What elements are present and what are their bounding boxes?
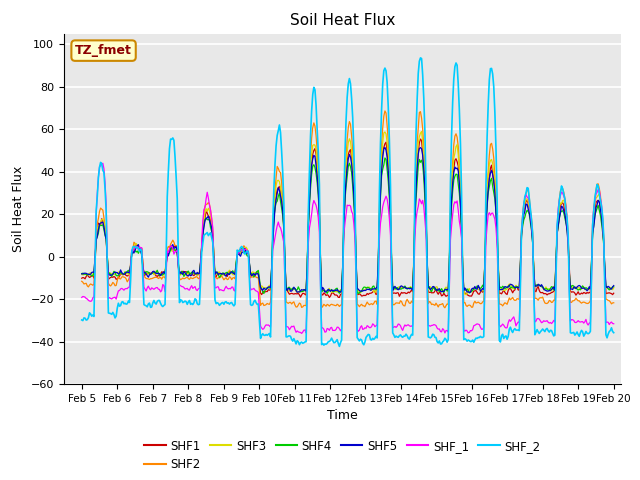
SHF3 [302,288,310,294]
Line: SHF_2: SHF_2 [82,58,614,347]
Text: TZ_fmet: TZ_fmet [75,44,132,57]
SHF2 [441,305,449,311]
SHF4 [355,291,362,297]
SHF3 [563,223,571,229]
SHF_1 [610,321,618,326]
SHF_2 [471,337,479,343]
SHF_2 [243,248,251,254]
SHF1 [471,288,479,294]
X-axis label: Time: Time [327,409,358,422]
SHF3 [78,272,86,277]
SHF1 [610,290,618,296]
SHF5 [465,289,473,295]
SHF2 [402,299,410,304]
SHF_2 [417,55,424,61]
SHF2 [376,206,383,212]
SHF1 [302,292,310,298]
SHF_2 [335,344,343,349]
SHF4 [78,271,86,276]
SHF2 [78,278,86,284]
SHF_1 [403,323,411,328]
SHF_1 [298,331,305,336]
SHF2 [243,250,251,256]
SHF2 [302,303,310,309]
SHF3 [462,292,470,298]
SHF_2 [610,330,618,336]
SHF_1 [244,251,252,257]
SHF1 [417,136,424,142]
SHF3 [243,246,251,252]
Line: SHF_1: SHF_1 [82,163,614,334]
SHF4 [610,284,618,289]
SHF2 [471,299,479,304]
SHF5 [376,217,383,223]
SHF_1 [378,213,385,218]
SHF4 [302,287,310,293]
SHF2 [563,214,571,220]
SHF5 [402,286,410,291]
Legend: SHF1, SHF2, SHF3, SHF4, SHF5, SHF_1, SHF_2: SHF1, SHF2, SHF3, SHF4, SHF5, SHF_1, SHF… [140,435,545,476]
SHF1 [243,248,251,254]
SHF_1 [78,295,86,300]
SHF_1 [563,216,571,221]
SHF5 [302,288,310,294]
Line: SHF1: SHF1 [82,139,614,298]
SHF_2 [302,339,310,345]
Line: SHF3: SHF3 [82,132,614,295]
SHF5 [563,228,571,234]
SHF4 [377,194,385,200]
SHF4 [243,253,251,259]
SHF_1 [471,323,479,328]
SHF_2 [78,317,86,323]
Y-axis label: Soil Heat Flux: Soil Heat Flux [12,166,25,252]
SHF_1 [305,241,312,247]
SHF4 [381,155,388,161]
Title: Soil Heat Flux: Soil Heat Flux [290,13,395,28]
SHF_2 [402,331,410,337]
SHF2 [610,300,618,306]
SHF1 [78,276,86,281]
Line: SHF4: SHF4 [82,158,614,294]
SHF3 [376,213,383,218]
SHF3 [418,129,426,134]
SHF_1 [99,160,107,166]
SHF4 [403,286,411,292]
SHF1 [563,224,571,229]
SHF1 [402,291,410,297]
SHF5 [471,284,479,289]
SHF_2 [377,140,385,146]
SHF5 [243,251,251,256]
Line: SHF5: SHF5 [82,147,614,292]
SHF3 [471,285,479,291]
SHF3 [401,285,409,290]
Line: SHF2: SHF2 [82,111,614,308]
SHF2 [381,108,388,114]
SHF1 [377,185,385,191]
SHF4 [563,225,571,231]
SHF3 [610,285,618,291]
SHF1 [335,295,343,300]
SHF_2 [563,216,571,221]
SHF5 [381,144,388,150]
SHF4 [471,286,479,292]
SHF5 [610,283,618,288]
SHF5 [78,271,86,276]
